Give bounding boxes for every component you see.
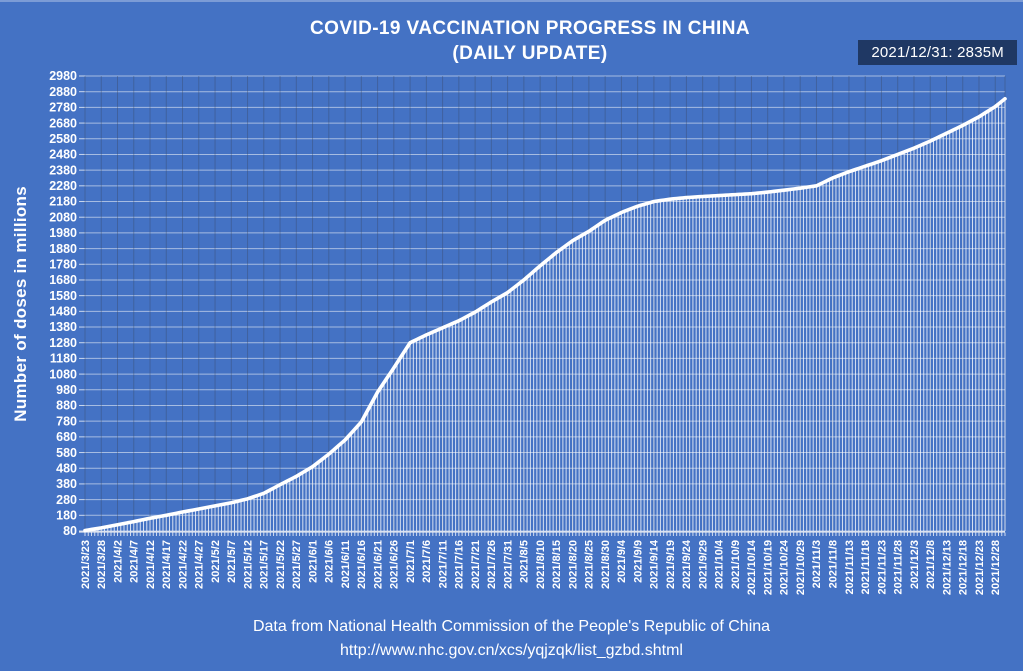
chart-header: COVID-19 VACCINATION PROGRESS IN CHINA (… — [40, 17, 1020, 66]
x-tick-label: 2021/7/11 — [437, 540, 449, 588]
x-tick-label: 2021/9/4 — [616, 539, 628, 583]
chart-footer: Data from National Health Commission of … — [0, 615, 1023, 663]
x-tick-label: 2021/11/3 — [811, 540, 823, 588]
y-tick-label: 1680 — [49, 273, 77, 287]
x-tick-label: 2021/10/9 — [730, 540, 742, 589]
series-line — [83, 96, 1007, 533]
y-tick-label: 2780 — [49, 101, 77, 115]
x-tick-label: 2021/4/17 — [161, 540, 173, 589]
y-tick-label: 2080 — [49, 210, 77, 224]
x-tick-label: 2021/5/22 — [275, 540, 287, 589]
y-tick-label: 1980 — [49, 226, 77, 240]
y-tick-label: 2380 — [49, 163, 77, 177]
y-tick-label: 1180 — [50, 352, 77, 366]
x-tick-label: 2021/5/27 — [291, 540, 303, 589]
x-tick-label: 2021/12/3 — [909, 540, 921, 589]
x-tick-label: 2021/12/28 — [990, 540, 1002, 595]
x-tick-label: 2021/7/16 — [454, 540, 466, 589]
x-tick-label: 2021/11/8 — [828, 540, 840, 588]
x-tick-label: 2021/4/2 — [112, 540, 124, 583]
latest-value-badge: 2021/12/31: 2835M — [858, 40, 1017, 65]
chart-subtitle: (DAILY UPDATE) — [452, 42, 608, 64]
x-tick-label: 2021/10/24 — [779, 539, 791, 595]
x-tick-label: 2021/3/23 — [80, 540, 92, 589]
x-tick-label: 2021/5/7 — [226, 540, 238, 583]
x-tick-label: 2021/6/16 — [356, 540, 368, 589]
x-tick-label: 2021/8/15 — [551, 540, 563, 589]
y-tick-label: 680 — [56, 430, 77, 444]
x-tick-label: 2021/6/21 — [372, 540, 384, 589]
x-tick-label: 2021/3/28 — [96, 540, 108, 589]
x-tick-label: 2021/9/29 — [697, 540, 709, 589]
y-tick-label: 1880 — [49, 242, 77, 256]
x-tick-label: 2021/10/29 — [795, 540, 807, 595]
x-tick-label: 2021/5/17 — [259, 540, 271, 589]
y-tick-label: 1280 — [49, 336, 77, 350]
x-tick-label: 2021/6/26 — [389, 540, 401, 589]
y-tick-label: 980 — [56, 383, 77, 397]
chart-title: COVID-19 VACCINATION PROGRESS IN CHINA — [310, 18, 750, 39]
y-tick-label: 1080 — [49, 367, 77, 381]
x-tick-label: 2021/4/12 — [145, 540, 157, 589]
y-tick-label: 280 — [56, 493, 77, 507]
y-tick-label: 780 — [56, 414, 77, 428]
x-tick-label: 2021/12/18 — [958, 540, 970, 595]
y-tick-label: 2280 — [49, 179, 77, 193]
y-tick-label: 1780 — [49, 257, 77, 271]
y-tick-label: 380 — [56, 477, 77, 491]
x-tick-label: 2021/6/11 — [340, 540, 352, 588]
x-tick-label: 2021/4/22 — [177, 540, 189, 589]
x-tick-label: 2021/6/1 — [307, 540, 319, 583]
x-tick-label: 2021/4/27 — [194, 540, 206, 589]
y-tick-label: 2480 — [49, 148, 77, 162]
y-tick-label: 2680 — [49, 116, 77, 130]
y-tick-label: 2980 — [49, 69, 77, 83]
x-tick-label: 2021/10/19 — [762, 540, 774, 595]
y-tick-label: 1480 — [49, 305, 77, 319]
x-tick-label: 2021/12/13 — [941, 540, 953, 595]
y-tick-label: 180 — [56, 509, 77, 523]
y-tick-label: 80 — [63, 524, 77, 538]
x-tick-label: 2021/7/26 — [486, 540, 498, 589]
x-tick-label: 2021/9/14 — [649, 539, 661, 589]
x-tick-label: 2021/10/14 — [746, 539, 758, 595]
y-tick-label: 580 — [56, 446, 77, 460]
x-tick-label: 2021/9/9 — [632, 540, 644, 583]
y-tick-label: 2880 — [49, 85, 77, 99]
x-tick-label: 2021/8/10 — [535, 540, 547, 589]
x-tick-label: 2021/5/12 — [242, 540, 254, 589]
x-tick-label: 2021/8/5 — [519, 540, 531, 583]
data-source-text: Data from National Health Commission of … — [252, 618, 771, 635]
x-tick-label: 2021/12/23 — [974, 540, 986, 595]
x-tick-label: 2021/7/31 — [502, 540, 514, 589]
y-tick-label: 480 — [56, 461, 77, 475]
x-tick-label: 2021/9/24 — [681, 539, 693, 589]
x-tick-label: 2021/6/6 — [324, 540, 336, 583]
x-tick-label: 2021/11/23 — [876, 540, 888, 594]
x-tick-label: 2021/5/2 — [210, 540, 222, 583]
y-tick-label: 1580 — [49, 289, 77, 303]
x-tick-label: 2021/8/25 — [584, 540, 596, 589]
x-tick-label: 2021/11/13 — [844, 540, 856, 594]
daily-drop-lines — [84, 98, 1006, 531]
x-tick-label: 2021/11/18 — [860, 540, 872, 594]
x-tick-label: 2021/8/20 — [567, 540, 579, 589]
y-tick-label: 880 — [56, 399, 77, 413]
x-tick-label: 2021/7/1 — [405, 540, 417, 583]
y-tick-label: 2180 — [49, 195, 77, 209]
x-tick-label: 2021/11/28 — [893, 540, 905, 594]
x-tick-label: 2021/9/19 — [665, 540, 677, 589]
y-tick-label: 1380 — [49, 320, 77, 334]
x-tick-label: 2021/7/6 — [421, 540, 433, 583]
x-tick-label: 2021/8/30 — [600, 540, 612, 589]
y-tick-label: 2580 — [49, 132, 77, 146]
x-tick-label: 2021/7/21 — [470, 540, 482, 589]
x-tick-label: 2021/12/8 — [925, 540, 937, 589]
x-tick-label: 2021/10/4 — [714, 539, 726, 589]
data-source-url: http://www.nhc.gov.cn/xcs/yqjzqk/list_gz… — [340, 642, 683, 659]
x-tick-label: 2021/4/7 — [129, 540, 141, 583]
x-axis-ticks — [84, 532, 1006, 536]
